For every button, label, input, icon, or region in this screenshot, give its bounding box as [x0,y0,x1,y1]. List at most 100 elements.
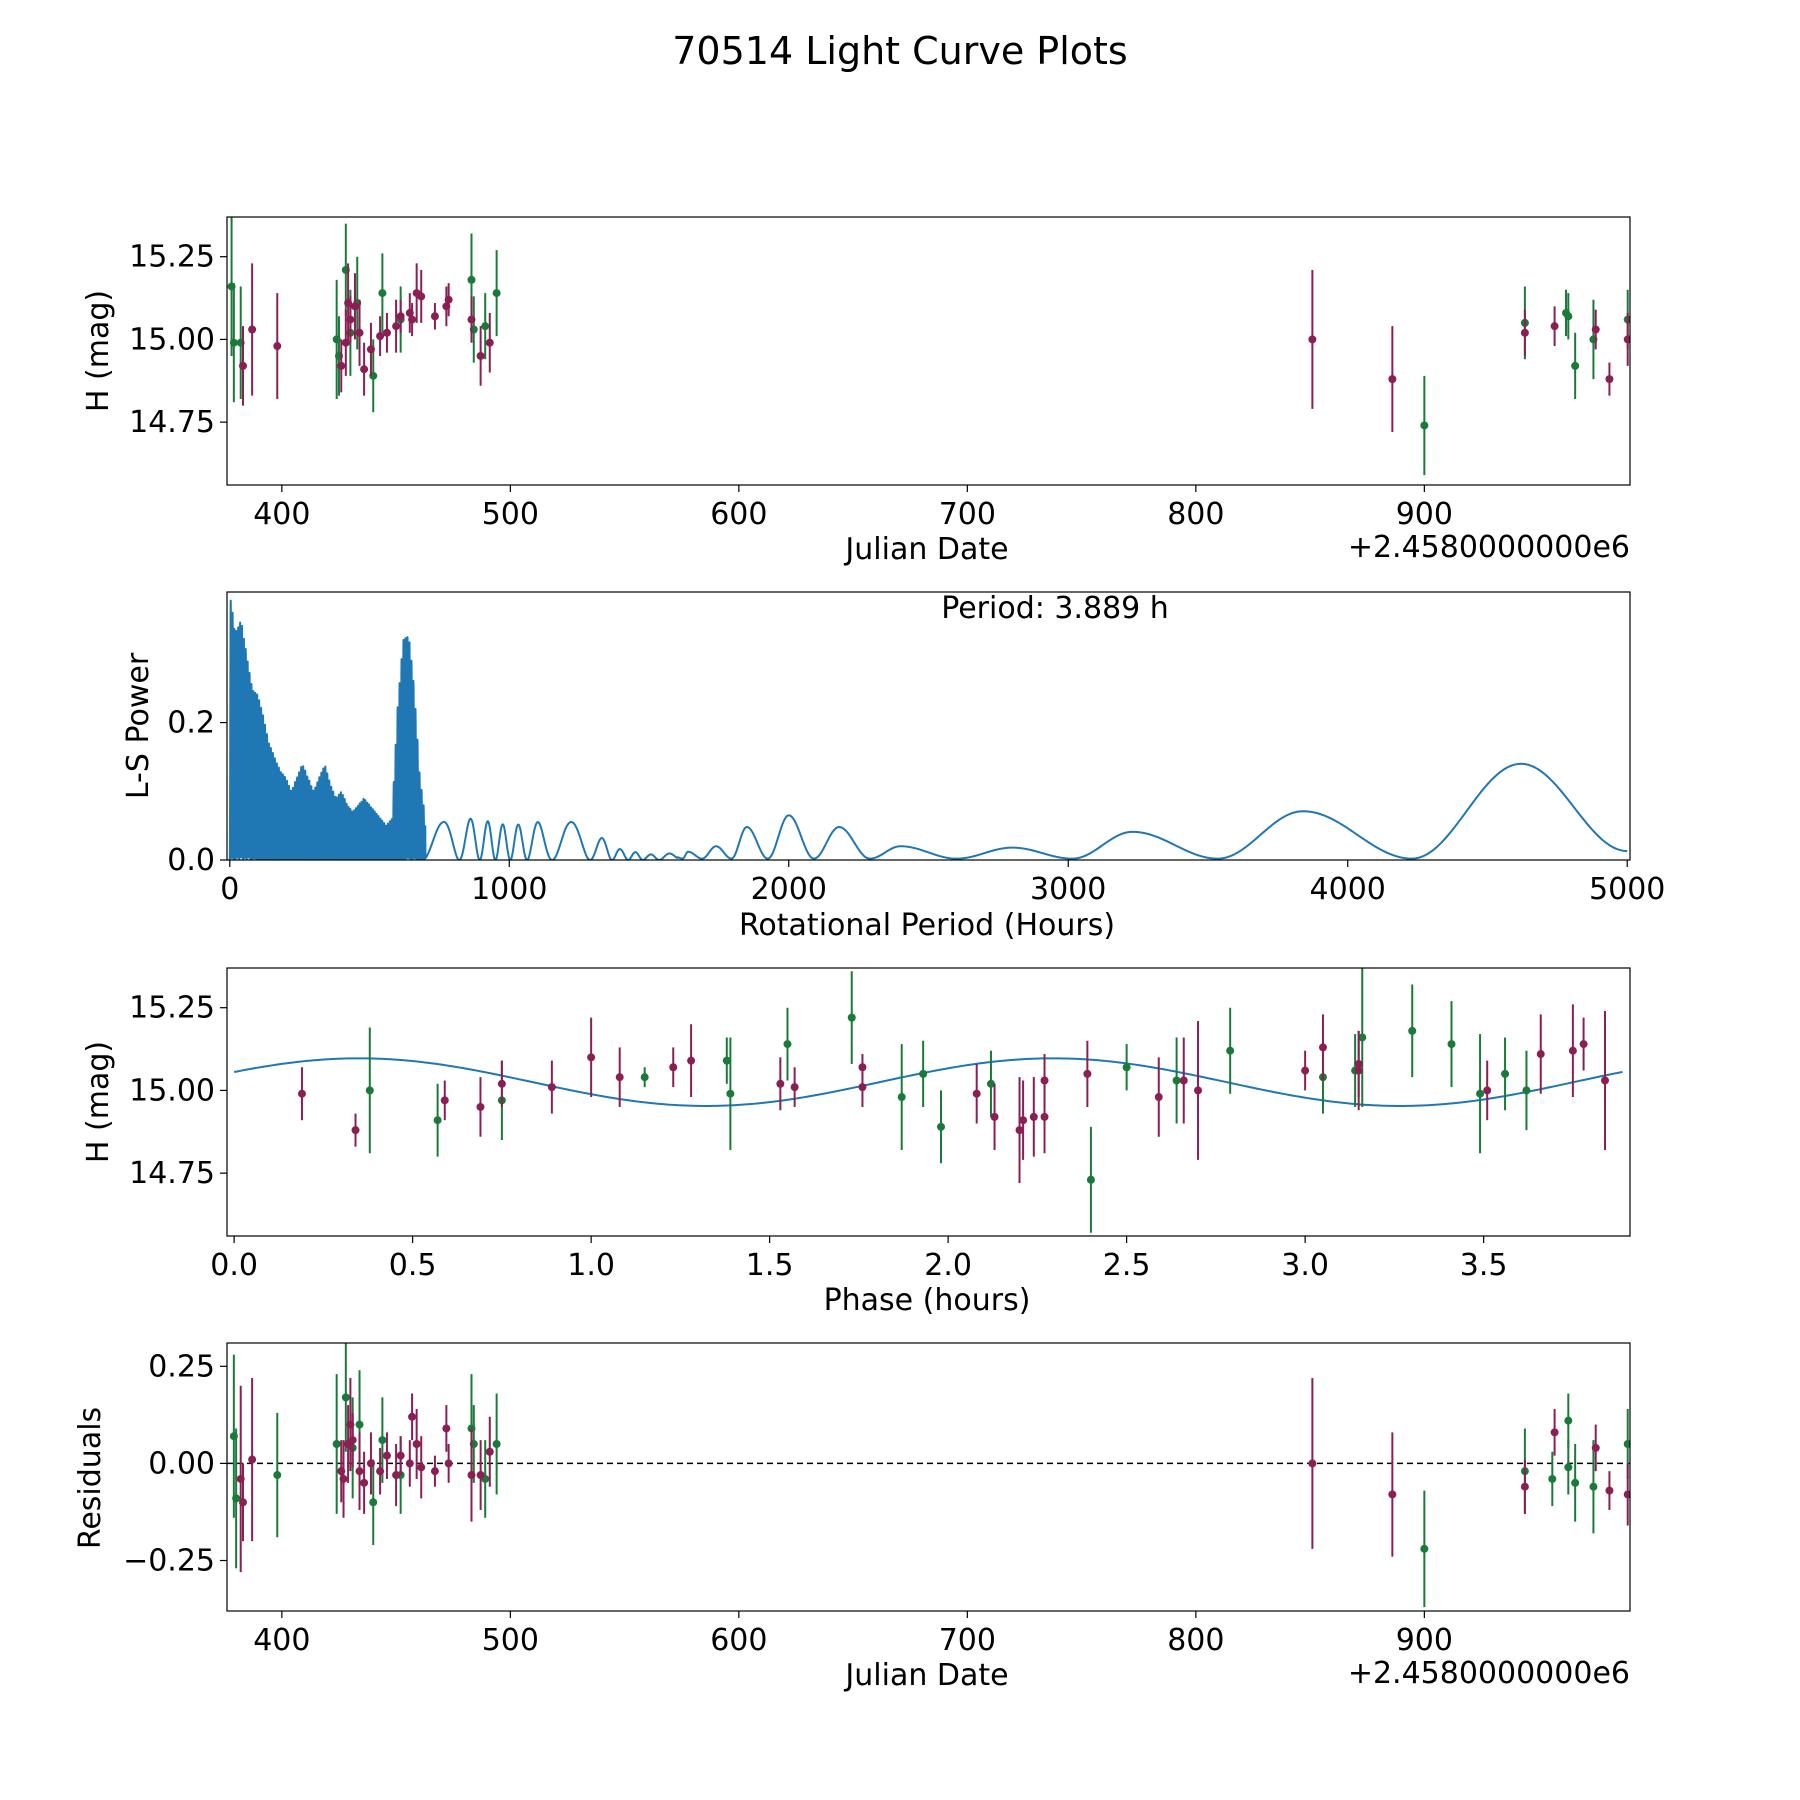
green-data-point [273,1471,282,1480]
green-data-point [726,1089,735,1098]
green-data-point [986,1079,995,1088]
purple-data-point [1568,1046,1577,1055]
purple-data-point [972,1089,981,1098]
purple-data-point [355,1467,364,1476]
purple-data-point [476,1102,485,1111]
purple-data-point [1550,322,1559,331]
purple-data-point [615,1073,624,1082]
purple-data-point [346,315,355,324]
x-tick-label: 700 [939,1623,996,1658]
purple-data-point [790,1083,799,1092]
x-tick-label: 0 [220,872,239,907]
purple-data-point [417,292,426,301]
purple-data-point [1040,1076,1049,1085]
purple-data-point [382,1451,391,1460]
purple-data-point [687,1056,696,1065]
residuals-ylabel: Residuals [73,1407,108,1549]
x-tick-label: 0.5 [389,1248,437,1283]
purple-data-point [1591,325,1600,334]
purple-data-point [337,361,346,370]
y-tick-label: 0.2 [167,706,215,741]
green-data-point [378,1436,387,1445]
purple-data-point [1029,1112,1038,1121]
x-tick-label: 900 [1396,1623,1453,1658]
green-data-point [492,289,501,298]
purple-data-point [669,1063,678,1072]
periodogram-ticks: 0 1000 2000 3000 4000 5000 0.0 0.2 [167,706,1665,907]
x-tick-label: 5000 [1589,872,1665,907]
phase-panel: 0.0 0.5 1.0 1.5 2.0 2.5 3.0 3.514.7515.0015.25 … [81,967,1631,1318]
residuals-offset-label: +2.4580000000e6 [1348,1656,1630,1691]
purple-data-point [1194,1086,1203,1095]
x-tick-label: 800 [1167,497,1224,532]
x-tick-label: 900 [1396,497,1453,532]
purple-data-point [990,1112,999,1121]
periodogram-frame [226,591,1631,861]
purple-data-point [408,315,417,324]
purple-data-point [776,1079,785,1088]
purple-data-point [348,1436,357,1445]
purple-data-point [273,342,282,351]
purple-data-point [392,1471,401,1480]
green-data-point [1564,1463,1573,1472]
x-tick-label: 600 [710,497,767,532]
phase-frame [226,967,1631,1237]
x-tick-label: 4000 [1310,872,1386,907]
y-tick-label: 15.25 [129,991,215,1026]
model-curve [233,1057,1623,1107]
purple-data-point [405,1459,414,1468]
light-curve-panel: 400 500 600 700 800 900 14.75 15.00 15.25 Julian… [81,216,1631,567]
x-tick-label: 1.0 [567,1248,615,1283]
green-data-point [378,289,387,298]
purple-data-point [382,328,391,337]
purple-data-point [376,1467,385,1476]
green-data-point [897,1093,906,1102]
x-tick-label: 3.5 [1460,1248,1508,1283]
purple-data-point [1040,1112,1049,1121]
purple-data-point [430,1467,439,1476]
purple-data-point [376,332,385,341]
purple-data-point [467,1471,476,1480]
green-data-point [229,338,238,347]
purple-data-point [1601,1076,1610,1085]
purple-data-point [360,1478,369,1487]
residuals-frame [226,1342,1631,1612]
phase-ylabel: H (mag) [81,1041,116,1163]
green-data-point [1086,1175,1095,1184]
purple-data-point [396,1451,405,1460]
green-data-point [467,275,476,284]
purple-data-point [1623,1490,1630,1499]
residuals-marks [227,1343,1630,1608]
period-annotation: Period: 3.889 h [941,591,1169,626]
purple-data-point [1301,1066,1310,1075]
purple-data-point [1483,1086,1492,1095]
purple-data-point [417,1463,426,1472]
light-curve-xlabel: Julian Date [843,532,1008,567]
x-tick-label: 3.0 [1281,1248,1329,1283]
green-data-point [433,1116,442,1125]
x-tick-label: 800 [1167,1623,1224,1658]
green-data-point [783,1040,792,1049]
residuals-xlabel: Julian Date [843,1658,1008,1693]
purple-data-point [392,322,401,331]
y-tick-label: 0.00 [148,1446,215,1481]
green-data-point [341,1393,350,1402]
purple-data-point [366,1459,375,1468]
purple-data-point [396,312,405,321]
x-tick-label: 3000 [1030,872,1106,907]
purple-data-point [440,1096,449,1105]
figure-title: 70514 Light Curve Plots [672,29,1127,73]
green-data-point [1226,1046,1235,1055]
purple-data-point [238,361,247,370]
x-tick-label: 2.5 [1103,1248,1151,1283]
y-tick-label: 15.00 [129,322,215,357]
purple-data-point [858,1083,867,1092]
green-data-point [1447,1040,1456,1049]
phase-marks [233,968,1623,1233]
residuals-ticks: 400 500 600 700 800 900 −0.25 0.00 0.25 [123,1349,1453,1658]
green-data-point [1564,312,1573,321]
purple-data-point [408,1412,417,1421]
light-curve-frame [226,216,1631,486]
purple-data-point [1318,1043,1327,1052]
